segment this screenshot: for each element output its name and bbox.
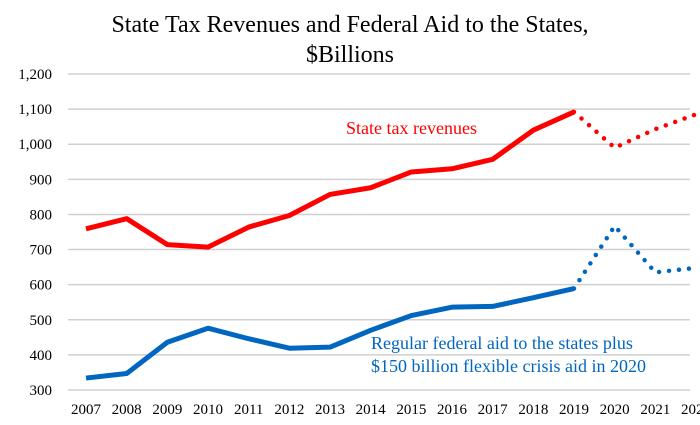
y-tick-label: 300 <box>30 383 53 399</box>
x-tick-label: 2017 <box>478 402 509 418</box>
x-tick-label: 2019 <box>559 402 589 418</box>
series-0-dotted-line <box>571 109 699 151</box>
title-line-2: $Billions <box>305 42 395 68</box>
series-1-dotted-line <box>571 222 699 291</box>
blue-series-label-line-2: $150 billion flexible crisis aid in 2020 <box>371 356 646 376</box>
x-tick-label: 2012 <box>274 402 304 418</box>
red-series-label: State tax revenues <box>346 118 477 138</box>
x-tick-label: 2014 <box>356 402 387 418</box>
blue-series-label-line-1: Regular federal aid to the states plus <box>371 333 633 353</box>
y-tick-label: 700 <box>30 243 53 259</box>
x-tick-label: 2008 <box>112 402 142 418</box>
x-tick-label: 2021 <box>640 402 670 418</box>
x-tick-label: 2020 <box>600 402 630 418</box>
x-tick-label: 2009 <box>152 402 182 418</box>
y-tick-label: 800 <box>30 207 53 223</box>
x-tick-label: 2015 <box>396 402 426 418</box>
x-tick-label: 2011 <box>234 402 263 418</box>
y-tick-label: 1,200 <box>18 67 52 83</box>
y-tick-label: 900 <box>30 172 53 188</box>
x-tick-label: 2007 <box>71 402 102 418</box>
x-tick-label: 2013 <box>315 402 345 418</box>
y-tick-label: 600 <box>30 278 53 294</box>
y-tick-label: 400 <box>30 348 53 364</box>
y-tick-label: 1,100 <box>18 102 52 118</box>
x-tick-label: 2010 <box>193 402 223 418</box>
title-line-1: State Tax Revenues and Federal Aid to th… <box>111 12 589 38</box>
y-tick-label: 500 <box>30 313 53 329</box>
y-tick-label: 1,000 <box>18 137 52 153</box>
chart-title: State Tax Revenues and Federal Aid to th… <box>0 10 700 70</box>
x-tick-label: 2016 <box>437 402 468 418</box>
x-tick-label: 2022 <box>681 402 700 418</box>
x-tick-label: 2018 <box>518 402 548 418</box>
